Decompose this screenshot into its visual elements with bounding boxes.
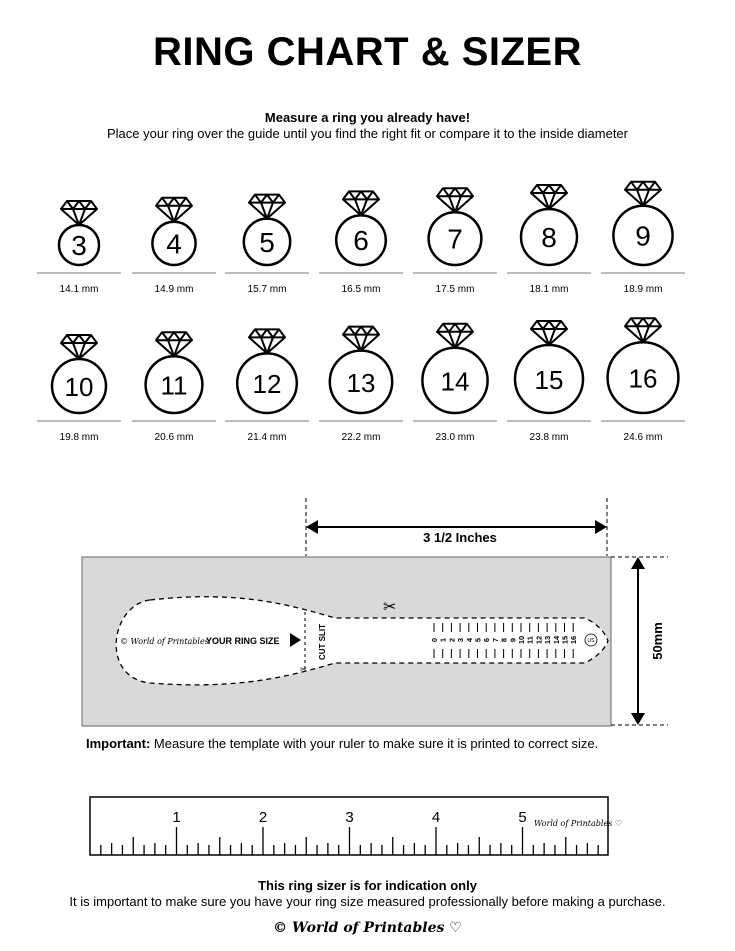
important-label: Important: — [86, 736, 151, 751]
us-badge — [584, 633, 598, 647]
ring-diameter-label: 24.6 mm — [624, 432, 663, 443]
pointer-arrow-icon — [290, 633, 301, 647]
scale-number: 13 — [543, 636, 552, 644]
diamond-icon — [342, 190, 380, 217]
ring-size-label: 3 — [71, 230, 87, 261]
scale-number: 5 — [474, 638, 483, 642]
sizer-brand: © World of Printables ♡ — [120, 637, 219, 646]
ring-diameter-label: 17.5 mm — [436, 284, 475, 295]
sizer-strip-cutline — [115, 596, 609, 686]
ring-diameter-label: 18.9 mm — [624, 284, 663, 295]
diamond-icon — [155, 331, 193, 358]
disclaimer-text: It is important to make sure you have yo… — [69, 894, 666, 909]
us-badge-label: US — [588, 638, 596, 644]
scale-number: 6 — [482, 638, 491, 642]
ruler-brand: World of Printables ♡ — [534, 819, 622, 828]
ring-size-label: 6 — [353, 225, 369, 256]
important-note: Important: Measure the template with you… — [86, 736, 598, 751]
scale-number: 0 — [430, 638, 439, 642]
cut-slit-label: CUT SLIT — [318, 624, 327, 660]
ring-size-label: 12 — [253, 369, 282, 399]
width-label: 3 1/2 Inches — [423, 530, 497, 545]
ring-size-label: 16 — [629, 364, 658, 394]
ruler-number: 3 — [345, 809, 353, 826]
diamond-icon — [342, 325, 380, 352]
page-title: RING CHART & SIZER — [153, 30, 582, 74]
diamond-icon — [436, 187, 474, 214]
ring-size-label: 9 — [635, 220, 651, 251]
ring-diameter-label: 19.8 mm — [60, 432, 99, 443]
subtitle-bold: Measure a ring you already have! — [264, 110, 471, 125]
scissors-small-icon: ✂ — [300, 665, 307, 674]
diamond-icon — [436, 322, 474, 349]
your-ring-size-label: YOUR RING SIZE — [206, 636, 280, 646]
ring-size-label: 8 — [541, 222, 557, 253]
scale-number: 2 — [447, 638, 456, 642]
scale-number: 1 — [439, 638, 448, 642]
ring-diameter-label: 21.4 mm — [248, 432, 287, 443]
ring-size-label: 7 — [447, 224, 463, 255]
scale-number: 10 — [517, 636, 526, 644]
scale-number: 11 — [526, 636, 535, 644]
scale-number: 4 — [465, 637, 474, 642]
diamond-icon — [624, 180, 662, 207]
scale-number: 16 — [569, 636, 578, 644]
ring-diameter-label: 15.7 mm — [248, 284, 287, 295]
ring-diameter-label: 23.0 mm — [436, 432, 475, 443]
height-label: 50mm — [650, 622, 665, 660]
ring-size-label: 5 — [259, 227, 275, 258]
ring-diameter-label: 22.2 mm — [342, 432, 381, 443]
ruler-number: 4 — [432, 809, 440, 826]
important-text: Measure the template with your ruler to … — [150, 736, 599, 751]
diamond-icon — [248, 193, 286, 220]
scale-number: 9 — [508, 638, 517, 642]
disclaimer-heading: This ring sizer is for indication only — [258, 878, 477, 893]
ring-diameter-label: 23.8 mm — [530, 432, 569, 443]
scale-number: 15 — [561, 636, 570, 644]
ring-diameter-label: 16.5 mm — [342, 284, 381, 295]
arrow-head-left — [306, 520, 318, 534]
ring-diameter-label: 20.6 mm — [155, 432, 194, 443]
footer-brand: © World of Printables ♡ — [273, 920, 462, 936]
ring-size-label: 14 — [441, 366, 470, 396]
ring-diameter-label: 18.1 mm — [530, 284, 569, 295]
ring-diameter-label: 14.1 mm — [60, 284, 99, 295]
ring-size-label: 13 — [347, 368, 376, 398]
ring-diameter-label: 14.9 mm — [155, 284, 194, 295]
ring-size-label: 15 — [535, 365, 564, 395]
scale-number: 14 — [552, 635, 561, 644]
ruler-number: 5 — [518, 809, 526, 826]
diamond-icon — [60, 334, 98, 360]
diamond-icon — [155, 196, 193, 223]
scale-number: 12 — [534, 636, 543, 644]
diamond-icon — [60, 200, 98, 226]
diamond-icon — [624, 317, 662, 344]
label-bg — [410, 528, 510, 546]
ruler-number: 1 — [172, 809, 180, 826]
diamond-icon — [530, 320, 568, 346]
arrow-head-up — [631, 557, 645, 569]
diamond-icon — [530, 184, 568, 210]
scale-number: 7 — [491, 638, 500, 642]
ruler-number: 2 — [259, 809, 267, 826]
ring-size-label: 10 — [65, 372, 94, 402]
scissors-icon: ✂ — [383, 599, 396, 616]
arrow-head-down — [631, 713, 645, 725]
scale-number: 8 — [500, 638, 509, 642]
ring-size-label: 4 — [166, 228, 182, 259]
arrow-head-right — [595, 520, 607, 534]
subtitle: Place your ring over the guide until you… — [106, 126, 628, 141]
scale-number: 3 — [456, 638, 465, 642]
diamond-icon — [248, 328, 286, 355]
ring-size-label: 11 — [161, 371, 188, 401]
